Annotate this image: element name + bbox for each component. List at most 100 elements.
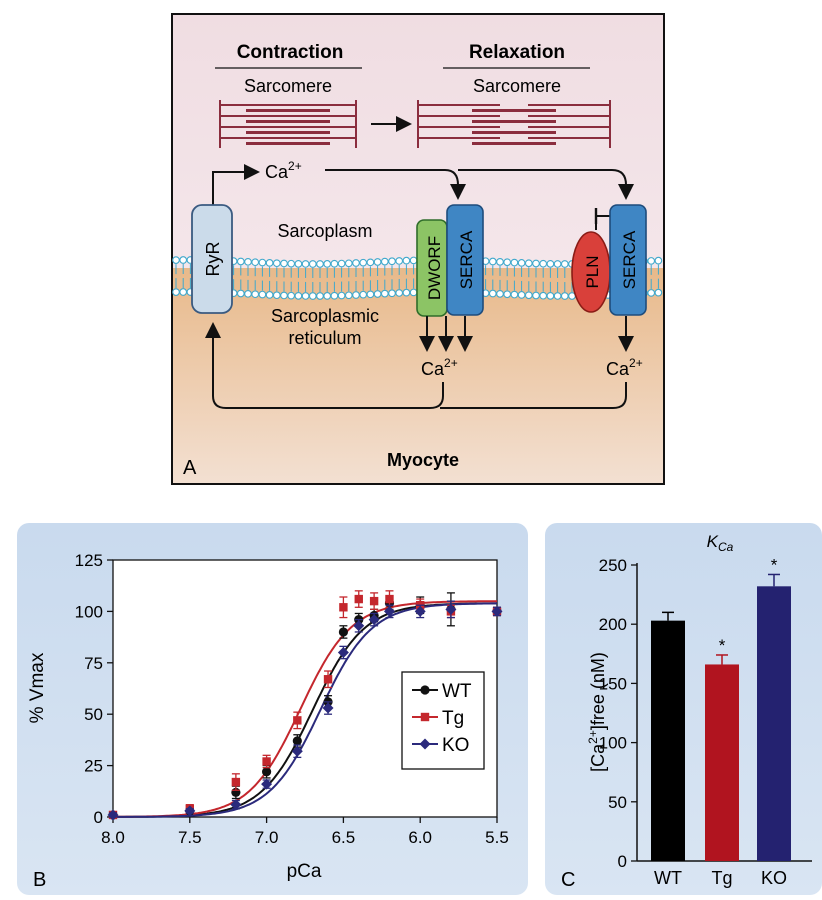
- serca-right-pump: [609, 204, 647, 316]
- sr-label-line1: Sarcoplasmic: [271, 306, 379, 326]
- lipid-head: [316, 260, 324, 268]
- x-tick-label-b: 7.0: [255, 828, 279, 847]
- legend: WT Tg KO: [401, 671, 485, 770]
- lipid-head: [546, 260, 555, 268]
- lipid-head: [532, 291, 540, 300]
- data-point-ko: [445, 603, 457, 615]
- lipid-head: [352, 259, 360, 267]
- data-point-ko: [107, 809, 119, 821]
- y-tick-label-b: 100: [75, 602, 103, 621]
- legend-label-tg: Tg: [442, 708, 464, 729]
- significance-marker-tg: *: [719, 636, 726, 655]
- fit-curve-ko: [113, 602, 497, 818]
- lipid-head: [517, 259, 526, 267]
- lipid-head: [388, 289, 396, 298]
- lipid-head: [244, 257, 252, 266]
- lipid-head: [258, 290, 267, 299]
- lipid-head: [352, 291, 360, 299]
- lipid-head: [373, 290, 382, 298]
- lipid-head: [647, 257, 656, 265]
- lipid-head: [337, 291, 346, 300]
- ca-mid-label: Ca2+: [421, 356, 458, 379]
- x-tick-label-b: 7.5: [178, 828, 202, 847]
- x-tick-label-b: 5.5: [485, 828, 509, 847]
- y-tick-label-c: 100: [599, 734, 627, 753]
- lipid-head: [251, 290, 260, 299]
- data-point-wt: [292, 736, 302, 746]
- lipid-head: [258, 258, 267, 267]
- lipid-head: [287, 291, 296, 300]
- lipid-head: [172, 288, 180, 296]
- data-point-tg: [231, 777, 241, 787]
- contraction-title: Contraction: [237, 42, 344, 63]
- legend-label-wt: WT: [442, 681, 472, 702]
- data-point-tg: [262, 757, 271, 766]
- x-axis-label-b: pCa: [287, 861, 322, 882]
- data-point-ko: [383, 605, 395, 617]
- legend-box: [401, 671, 485, 770]
- lipid-head: [539, 291, 548, 300]
- lipid-head: [517, 291, 526, 299]
- lipid-head: [409, 256, 418, 265]
- relaxation-title: Relaxation: [469, 42, 565, 63]
- lipid-head: [560, 260, 569, 268]
- lipid-head: [402, 288, 411, 297]
- serca-mid-label: SERCA: [457, 230, 476, 289]
- lipid-head: [503, 290, 512, 299]
- data-point-wt: [262, 767, 272, 777]
- data-point-tg: [339, 603, 348, 612]
- sarcomere-relaxed: [417, 100, 611, 148]
- lipid-head: [373, 258, 382, 266]
- data-point-ko: [184, 805, 196, 817]
- panel-c: KCa 0 50 100 150 200 250 WT * Tg * KO [Ca2+]free …: [545, 523, 822, 895]
- lipid-head: [316, 292, 324, 300]
- lipid-head: [654, 288, 663, 297]
- lipid-head: [532, 259, 540, 268]
- ca-top-label: Ca2+: [265, 159, 302, 182]
- lipid-head: [553, 260, 562, 268]
- lipid-head: [510, 290, 519, 299]
- y-tick-label-c: 50: [608, 793, 627, 812]
- lipid-head: [395, 289, 404, 297]
- y-tick-label-c: 0: [618, 852, 627, 871]
- panel-b: 0 25 50 75 100 125 8.0 7.5 7.0 6.5 6.0 5.5 pCa % Vm…: [17, 523, 528, 895]
- lipid-head: [236, 289, 245, 298]
- bar-wt: [651, 620, 685, 861]
- lipid-head: [265, 259, 274, 267]
- sarcoplasm-label: Sarcoplasm: [277, 221, 372, 241]
- lipid-head: [524, 259, 533, 268]
- lipid-head: [647, 289, 656, 297]
- y-tick-label-c: 250: [599, 556, 627, 575]
- y-tick-label-c: 200: [599, 615, 627, 634]
- ca-return-loop-right: [440, 382, 627, 409]
- lipid-head: [344, 259, 353, 268]
- lipid-head: [179, 288, 188, 296]
- panel-a-border: [171, 13, 665, 485]
- x-tick-label-b: 8.0: [101, 828, 125, 847]
- data-point-tg: [385, 594, 394, 604]
- data-point-ko: [368, 614, 380, 626]
- lipid-head: [172, 256, 180, 264]
- lipid-head: [287, 259, 296, 268]
- panel-c-label: C: [561, 869, 575, 891]
- axes-b: 0 25 50 75 100 125 8.0 7.5 7.0 6.5 6.0 5.5: [75, 551, 509, 847]
- category-label-tg: Tg: [711, 868, 732, 888]
- lipid-head: [280, 291, 288, 300]
- legend-label-ko: KO: [442, 735, 469, 756]
- lipid-head: [510, 258, 519, 267]
- sarcomere-label-left: Sarcomere: [244, 76, 332, 96]
- data-point-ko: [491, 605, 503, 617]
- x-tick-label-b: 6.5: [332, 828, 356, 847]
- lipid-head: [359, 258, 368, 267]
- lipid-head: [524, 291, 533, 300]
- lipid-head: [560, 292, 569, 300]
- data-point-ko: [322, 702, 334, 714]
- sr-membrane: [172, 256, 663, 300]
- x-tick-label-b: 6.0: [408, 828, 432, 847]
- lipid-head: [323, 260, 332, 268]
- lipid-head: [395, 257, 404, 265]
- lipid-head: [308, 260, 317, 268]
- ryr-label: RyR: [203, 242, 223, 277]
- y-tick-label-b: 0: [94, 808, 103, 827]
- significance-marker-ko: *: [771, 555, 778, 574]
